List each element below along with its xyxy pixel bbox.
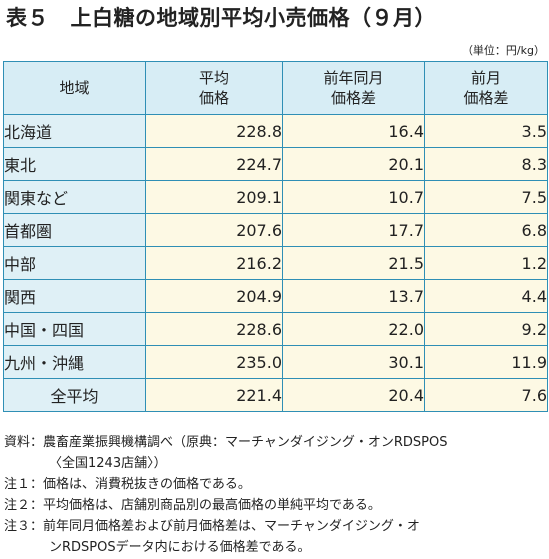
average-price-cell: 235.0 — [145, 345, 283, 379]
total-yoy-diff-cell: 20.4 — [282, 378, 425, 412]
note-1: 注１：価格は、消費税抜きの価格である。 — [4, 477, 251, 492]
yoy-diff-cell: 16.4 — [282, 114, 425, 148]
table-row: 九州・沖縄 235.0 30.1 11.9 — [3, 345, 548, 379]
note-3: 注３：前年同月価格差および前月価格差は、マーチャンダイジング・オ — [4, 519, 420, 534]
mom-diff-cell: 9.2 — [424, 312, 548, 346]
region-cell: 中部 — [3, 246, 146, 280]
footnotes: 資料：農畜産業振興機構調べ（原典：マーチャンダイジング・オンRDSPOS 〈全国… — [4, 432, 547, 558]
yoy-diff-cell: 10.7 — [282, 180, 425, 214]
average-price-cell: 204.9 — [145, 279, 283, 313]
table-row: 首都圏 207.6 17.7 6.8 — [3, 213, 548, 247]
region-cell: 東北 — [3, 147, 146, 181]
average-price-cell: 228.6 — [145, 312, 283, 346]
mom-diff-cell: 1.2 — [424, 246, 548, 280]
table-total-row: 全平均 221.4 20.4 7.6 — [3, 378, 548, 412]
table-row: 中部 216.2 21.5 1.2 — [3, 246, 548, 280]
mom-diff-cell: 3.5 — [424, 114, 548, 148]
note-3-continued: ンRDSPOSデータ内における価格差である。 — [49, 540, 311, 555]
table-row: 関西 204.9 13.7 4.4 — [3, 279, 548, 313]
mom-diff-cell: 11.9 — [424, 345, 548, 379]
table-header-row: 地域 平均 価格 前年同月 価格差 前月 価格差 — [3, 61, 548, 115]
average-price-cell: 209.1 — [145, 180, 283, 214]
mom-diff-cell: 7.5 — [424, 180, 548, 214]
total-average-price-cell: 221.4 — [145, 378, 283, 412]
yoy-diff-cell: 17.7 — [282, 213, 425, 247]
total-region-cell: 全平均 — [3, 378, 146, 412]
price-table: 地域 平均 価格 前年同月 価格差 前月 価格差 北海道 228.8 16.4 … — [3, 61, 548, 412]
source-note-continued: 〈全国1243店舗〉） — [49, 456, 167, 471]
unit-label: （単位：円/kg） — [461, 44, 545, 57]
header-month-over-month-diff: 前月 価格差 — [424, 61, 548, 115]
source-note: 資料：農畜産業振興機構調べ（原典：マーチャンダイジング・オンRDSPOS — [4, 435, 448, 450]
page-title: 表５ 上白糖の地域別平均小売価格（９月） — [6, 6, 436, 30]
header-average-price: 平均 価格 — [145, 61, 283, 115]
table-row: 関東など 209.1 10.7 7.5 — [3, 180, 548, 214]
yoy-diff-cell: 30.1 — [282, 345, 425, 379]
average-price-cell: 224.7 — [145, 147, 283, 181]
region-cell: 首都圏 — [3, 213, 146, 247]
average-price-cell: 228.8 — [145, 114, 283, 148]
region-cell: 関東など — [3, 180, 146, 214]
yoy-diff-cell: 22.0 — [282, 312, 425, 346]
mom-diff-cell: 8.3 — [424, 147, 548, 181]
table-row: 東北 224.7 20.1 8.3 — [3, 147, 548, 181]
yoy-diff-cell: 21.5 — [282, 246, 425, 280]
average-price-cell: 216.2 — [145, 246, 283, 280]
region-cell: 九州・沖縄 — [3, 345, 146, 379]
yoy-diff-cell: 20.1 — [282, 147, 425, 181]
region-cell: 北海道 — [3, 114, 146, 148]
header-region: 地域 — [3, 61, 146, 115]
yoy-diff-cell: 13.7 — [282, 279, 425, 313]
region-cell: 関西 — [3, 279, 146, 313]
region-cell: 中国・四国 — [3, 312, 146, 346]
note-2: 注２：平均価格は、店舗別商品別の最高価格の単純平均である。 — [4, 498, 381, 513]
header-year-over-year-diff: 前年同月 価格差 — [282, 61, 425, 115]
mom-diff-cell: 6.8 — [424, 213, 548, 247]
table-row: 中国・四国 228.6 22.0 9.2 — [3, 312, 548, 346]
total-mom-diff-cell: 7.6 — [424, 378, 548, 412]
average-price-cell: 207.6 — [145, 213, 283, 247]
table-row: 北海道 228.8 16.4 3.5 — [3, 114, 548, 148]
mom-diff-cell: 4.4 — [424, 279, 548, 313]
